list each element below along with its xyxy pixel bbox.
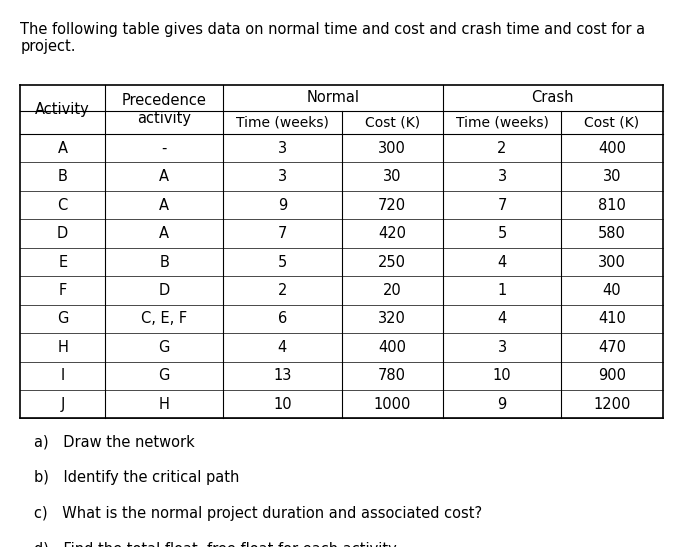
Text: I: I xyxy=(61,368,65,383)
Text: 4: 4 xyxy=(497,311,507,327)
Text: 900: 900 xyxy=(598,368,626,383)
Text: 2: 2 xyxy=(497,141,507,156)
Text: 5: 5 xyxy=(278,254,287,270)
Text: 470: 470 xyxy=(598,340,626,355)
Text: 9: 9 xyxy=(278,197,287,213)
Text: 9: 9 xyxy=(497,397,507,412)
Text: Time (weeks): Time (weeks) xyxy=(456,115,548,130)
Text: 3: 3 xyxy=(278,141,287,156)
Text: A: A xyxy=(159,169,169,184)
Text: A: A xyxy=(58,141,68,156)
Text: H: H xyxy=(57,340,68,355)
Text: 3: 3 xyxy=(497,169,507,184)
Text: G: G xyxy=(158,368,170,383)
Text: 3: 3 xyxy=(278,169,287,184)
Text: 320: 320 xyxy=(378,311,406,327)
Text: 2: 2 xyxy=(278,283,287,298)
Text: H: H xyxy=(158,397,169,412)
Text: 3: 3 xyxy=(497,340,507,355)
Text: 7: 7 xyxy=(497,197,507,213)
Text: J: J xyxy=(61,397,65,412)
Text: -: - xyxy=(161,141,167,156)
Text: 6: 6 xyxy=(278,311,287,327)
Text: Precedence
activity: Precedence activity xyxy=(122,92,206,126)
Text: 1: 1 xyxy=(497,283,507,298)
Text: 40: 40 xyxy=(602,283,621,298)
Text: A: A xyxy=(159,226,169,241)
Text: The following table gives data on normal time and cost and crash time and cost f: The following table gives data on normal… xyxy=(20,22,645,54)
Text: 580: 580 xyxy=(598,226,626,241)
Text: 30: 30 xyxy=(383,169,402,184)
Text: 4: 4 xyxy=(278,340,287,355)
Text: 1200: 1200 xyxy=(593,397,630,412)
Text: Normal: Normal xyxy=(307,90,359,106)
Text: B: B xyxy=(58,169,68,184)
Text: Crash: Crash xyxy=(531,90,574,106)
Text: Cost (K): Cost (K) xyxy=(365,115,420,130)
Text: 250: 250 xyxy=(378,254,406,270)
Text: 410: 410 xyxy=(598,311,626,327)
Text: 420: 420 xyxy=(378,226,406,241)
Text: C, E, F: C, E, F xyxy=(141,311,187,327)
Text: a) Draw the network: a) Draw the network xyxy=(34,435,195,450)
Text: 7: 7 xyxy=(278,226,287,241)
Text: c) What is the normal project duration and associated cost?: c) What is the normal project duration a… xyxy=(34,506,482,521)
Text: D: D xyxy=(57,226,68,241)
Text: 810: 810 xyxy=(598,197,626,213)
Text: Activity: Activity xyxy=(36,102,90,117)
Text: 13: 13 xyxy=(273,368,292,383)
Text: 300: 300 xyxy=(378,141,406,156)
Text: 20: 20 xyxy=(382,283,402,298)
Text: B: B xyxy=(159,254,169,270)
Text: 300: 300 xyxy=(598,254,626,270)
Text: d) Find the total float, free float for each activity.: d) Find the total float, free float for … xyxy=(34,542,400,547)
Text: 1000: 1000 xyxy=(374,397,411,412)
Text: 10: 10 xyxy=(273,397,292,412)
Text: 30: 30 xyxy=(602,169,621,184)
Text: A: A xyxy=(159,197,169,213)
Text: b) Identify the critical path: b) Identify the critical path xyxy=(34,470,240,485)
Text: 780: 780 xyxy=(378,368,406,383)
Text: F: F xyxy=(59,283,67,298)
Text: 4: 4 xyxy=(497,254,507,270)
Text: 400: 400 xyxy=(378,340,406,355)
Text: Time (weeks): Time (weeks) xyxy=(236,115,329,130)
Text: 5: 5 xyxy=(497,226,507,241)
Text: Cost (K): Cost (K) xyxy=(584,115,639,130)
Text: 400: 400 xyxy=(598,141,626,156)
Text: C: C xyxy=(57,197,68,213)
Text: D: D xyxy=(158,283,169,298)
Text: 10: 10 xyxy=(492,368,512,383)
Text: G: G xyxy=(158,340,170,355)
Text: E: E xyxy=(58,254,68,270)
Text: 720: 720 xyxy=(378,197,406,213)
Text: G: G xyxy=(57,311,68,327)
